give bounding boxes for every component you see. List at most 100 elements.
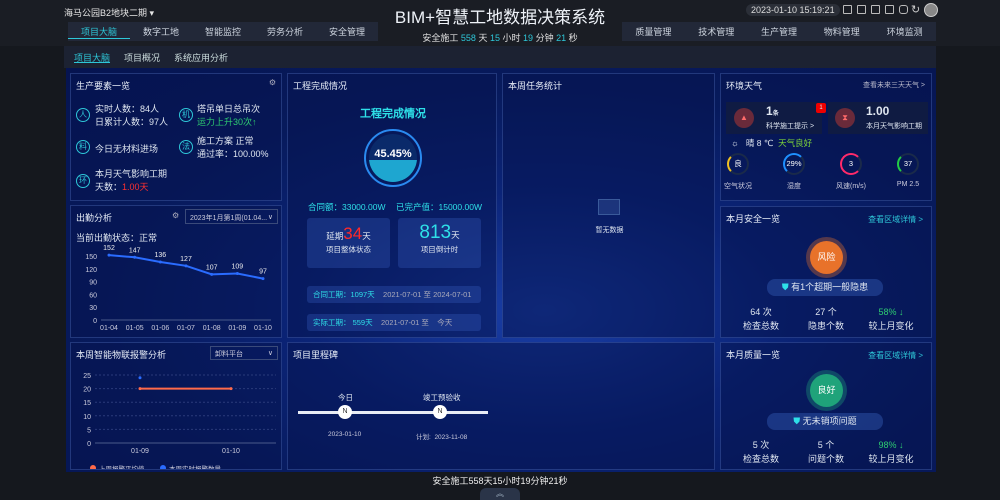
- shield-icon: ⛊: [781, 282, 789, 292]
- document-icon[interactable]: [871, 5, 880, 14]
- empty-text: 暂无数据: [595, 227, 624, 234]
- tab-tech[interactable]: 技术管理: [698, 27, 735, 37]
- legend-label: 上周报警平均值: [99, 464, 145, 469]
- material-status: 今日无材料进场: [95, 144, 159, 154]
- x-tick-label: 01-09: [131, 448, 149, 455]
- completion-date: 计划: 2023-11-08: [416, 431, 467, 441]
- period-days: 1097天: [350, 290, 375, 299]
- delay-days: 34: [343, 224, 363, 243]
- realtime-count: 实时人数：84人: [95, 104, 160, 114]
- people-icon: 人: [76, 108, 90, 122]
- plan-label: 计划:: [416, 434, 431, 441]
- tab-environment[interactable]: 环境监测: [886, 27, 923, 37]
- weather-impact-label: 本月天气影响工期: [95, 169, 168, 179]
- impact-card: ⧗ 1.00 本月天气影响工期: [828, 102, 928, 134]
- data-point: [235, 271, 239, 275]
- status-label: 项目整体状态: [326, 245, 371, 254]
- safety-notice: ⛊ 有1个超期一般隐患: [767, 279, 883, 296]
- subtab-project-brain[interactable]: 项目大脑: [74, 52, 111, 63]
- grid-icon[interactable]: [843, 5, 852, 14]
- device-select[interactable]: 卸料平台 ∨: [210, 346, 278, 360]
- panel-title: 本月质量一览: [726, 350, 781, 360]
- quality-detail-link[interactable]: 查看区域详情 >: [868, 351, 923, 360]
- refresh-icon[interactable]: ↻: [911, 4, 921, 16]
- tab-smart-monitor[interactable]: 智能监控: [204, 27, 241, 37]
- tab-digital-site[interactable]: 数字工地: [142, 27, 179, 37]
- subtab-overview[interactable]: 项目概况: [124, 52, 161, 63]
- monitor-icon[interactable]: [857, 5, 866, 14]
- data-point: [261, 277, 265, 281]
- milestone-completion-node[interactable]: N: [433, 405, 447, 419]
- safe-seconds: 21: [556, 33, 567, 43]
- days-value: 1.00天: [122, 182, 149, 192]
- gear-icon[interactable]: ⚙: [172, 211, 180, 220]
- impact-value: 1.00: [866, 104, 890, 118]
- panel-title: 本周任务统计: [508, 81, 563, 91]
- gauge-label: PM 2.5: [896, 181, 920, 188]
- data-label: 136: [154, 252, 166, 259]
- data-point: [184, 264, 188, 268]
- shirt-icon[interactable]: [899, 5, 908, 14]
- legend-marker: [160, 465, 166, 469]
- subtab-system-usage[interactable]: 系统应用分析: [174, 52, 229, 63]
- tab-safety[interactable]: 安全管理: [328, 27, 365, 37]
- data-label: 147: [129, 247, 141, 254]
- x-tick-label: 01-10: [222, 448, 240, 455]
- output-value: 已完产值：15000.00W: [396, 202, 482, 212]
- stat-change: 58% ↓ 较上月变化: [861, 305, 921, 333]
- stat-hazards: 27 个隐患个数: [796, 305, 856, 333]
- tab-labor[interactable]: 劳务分析: [266, 27, 303, 37]
- tips-label: 科学施工提示 >: [766, 123, 815, 130]
- stat-label: 问题个数: [807, 454, 844, 464]
- datetime: 2023-01-10 15:19:21: [746, 4, 840, 16]
- tab-production[interactable]: 生产管理: [760, 27, 797, 37]
- period-end: 今天: [437, 318, 453, 327]
- sun-icon: ☼: [731, 138, 739, 148]
- x-tick-label: 01-10: [254, 325, 272, 332]
- tips-badge: 1: [816, 103, 826, 113]
- future-weather-link[interactable]: 查看未来三天天气 >: [862, 82, 925, 89]
- left-nav: 项目大脑 数字工地 智能监控 劳务分析 安全管理: [68, 22, 378, 41]
- data-point: [210, 272, 214, 276]
- attendance-chart: 0 30 60 90 120 150 01-04 01-05 01-06 01-07 01-08 01…: [85, 245, 272, 332]
- unit: 秒: [568, 33, 578, 43]
- risk-badge: 风险: [810, 241, 843, 274]
- avatar[interactable]: [924, 3, 938, 17]
- data-label: 109: [231, 263, 243, 270]
- tasks-panel: 本周任务统计 暂无数据: [502, 73, 715, 338]
- quality-panel: 本月质量一览 查看区域详情 > 良好 ⛊ 无未销项问题 5 次检查总数 5 个问…: [720, 342, 932, 470]
- today-date: 2023-01-10: [328, 431, 362, 438]
- gear-icon[interactable]: ⚙: [268, 78, 276, 87]
- milestone-today-node[interactable]: N: [338, 405, 352, 419]
- project-selector[interactable]: 海马公园B2地块二期 ▾: [64, 6, 154, 19]
- countdown-days: 813: [419, 222, 452, 243]
- week-select[interactable]: 2023年1月第1周(01.04... ∨: [185, 209, 278, 224]
- safe-prefix: 安全施工: [422, 33, 459, 43]
- completion-percent: 45.45%: [374, 148, 412, 160]
- temperature: 8 ℃: [756, 138, 774, 148]
- expand-up-icon[interactable]: ︽: [480, 488, 520, 500]
- panel-title: 本月安全一览: [726, 214, 781, 224]
- stat-label: 较上月变化: [868, 321, 914, 331]
- attendance-status: 当前出勤状态：正常: [76, 233, 158, 243]
- data-label: 97: [259, 269, 267, 276]
- sub-nav: 项目大脑 项目概况 系统应用分析: [64, 46, 936, 68]
- tab-quality[interactable]: 质量管理: [635, 27, 672, 37]
- safety-detail-link[interactable]: 查看区域详情 >: [868, 215, 923, 224]
- panel-title: 生产要素一览: [76, 81, 131, 91]
- tips-card[interactable]: ▲ 1条 科学施工提示 > 1: [726, 102, 826, 134]
- stat-value: 64 次: [750, 307, 772, 317]
- footer-safe-text: 安全施工558天15小时19分钟21秒: [432, 476, 568, 486]
- x-tick-label: 01-06: [151, 325, 169, 332]
- data-label: 127: [180, 256, 192, 263]
- caret-down-icon: ▾: [149, 8, 155, 18]
- tab-project-brain[interactable]: 项目大脑: [68, 25, 130, 39]
- period-end: 2024-07-01: [433, 290, 472, 299]
- y-tick-label: 0: [87, 441, 91, 448]
- crane-label: 塔吊单日总吊次: [197, 104, 261, 114]
- x-tick-label: 01-07: [177, 325, 195, 332]
- tab-material[interactable]: 物料管理: [823, 27, 860, 37]
- screen-icon[interactable]: [885, 5, 894, 14]
- dashboard: 生产要素一览 ⚙ 人 实时人数：84人 日累计人数：97人 机 塔吊单日总吊次 运力…: [66, 68, 936, 472]
- notice-text: 有1个超期一般隐患: [791, 282, 869, 292]
